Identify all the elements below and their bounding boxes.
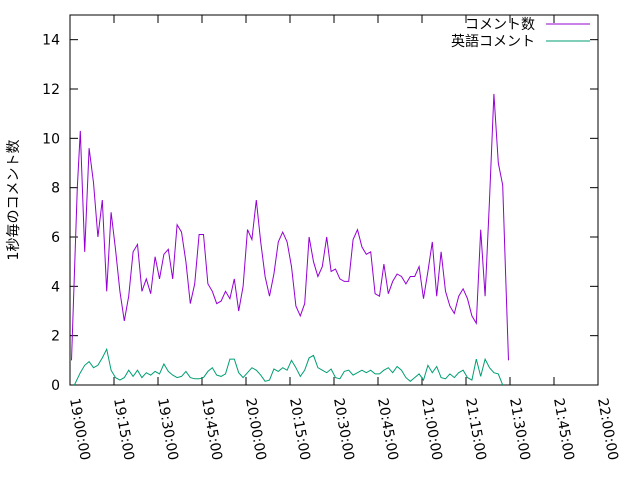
x-tick-label: 20:45:00	[374, 397, 401, 462]
x-tick-label: 21:45:00	[550, 397, 577, 462]
x-tick-label: 19:30:00	[154, 397, 181, 462]
legend-label: 英語コメント	[451, 33, 535, 50]
x-tick-label: 19:45:00	[198, 397, 225, 462]
x-tick-label: 20:00:00	[242, 397, 269, 462]
legend-label: コメント数	[465, 17, 535, 33]
y-tick-label: 4	[51, 279, 60, 295]
x-tick-label: 19:15:00	[110, 397, 137, 462]
plot-frame	[69, 14, 599, 386]
y-tick-label: 2	[51, 329, 60, 345]
y-tick-label: 8	[51, 181, 60, 197]
x-tick-label: 20:30:00	[330, 397, 357, 462]
series-line-2	[73, 347, 504, 386]
x-tick-label: 20:15:00	[286, 397, 313, 462]
x-tick-label: 19:00:00	[66, 397, 93, 462]
series-line-1	[71, 93, 509, 361]
x-tick-label: 21:00:00	[418, 397, 445, 462]
y-tick-label: 14	[42, 33, 60, 49]
x-tick-label: 22:00:00	[594, 397, 621, 462]
series-layer	[71, 93, 509, 386]
y-tick-label: 6	[51, 230, 60, 246]
x-tick-label: 21:30:00	[506, 397, 533, 462]
y-tick-label: 12	[42, 82, 60, 98]
y-axis-label: 1秒毎のコメント数	[6, 140, 22, 261]
y-tick-label: 0	[51, 378, 60, 394]
axis-ticks: 0 2 4 6 8 10 12 14 19:00:00 19:15:00 19:30:00 19:45…	[42, 15, 621, 462]
x-tick-label: 21:15:00	[462, 397, 489, 462]
y-tick-label: 10	[42, 131, 60, 147]
